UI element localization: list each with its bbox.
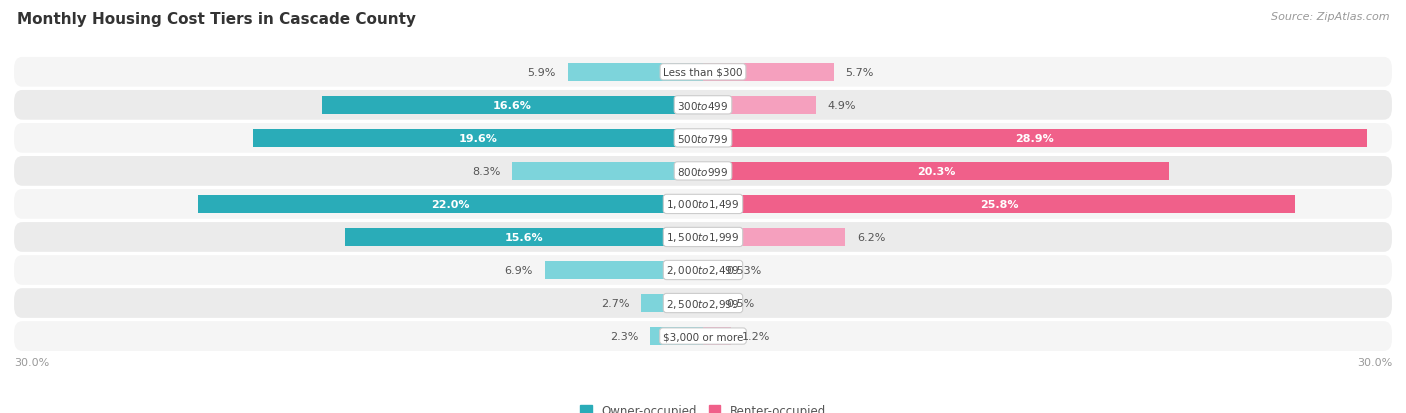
Bar [641,294,703,312]
Bar [703,228,845,247]
Bar [322,97,703,115]
Text: Source: ZipAtlas.com: Source: ZipAtlas.com [1271,12,1389,22]
Text: 0.5%: 0.5% [725,298,754,308]
Text: $1,500 to $1,999: $1,500 to $1,999 [666,231,740,244]
Bar [703,327,731,345]
Bar [568,64,703,82]
Bar [703,195,1295,214]
Text: 15.6%: 15.6% [505,233,543,242]
Text: 25.8%: 25.8% [980,199,1018,209]
FancyBboxPatch shape [14,288,1392,318]
Text: $800 to $999: $800 to $999 [678,166,728,178]
Text: 20.3%: 20.3% [917,166,955,176]
Bar [253,129,703,147]
Bar [703,64,834,82]
Bar [544,261,703,280]
Bar [198,195,703,214]
Legend: Owner-occupied, Renter-occupied: Owner-occupied, Renter-occupied [575,399,831,413]
Text: 30.0%: 30.0% [1357,357,1392,367]
Text: $3,000 or more: $3,000 or more [662,331,744,341]
FancyBboxPatch shape [14,124,1392,153]
Text: 6.9%: 6.9% [505,265,533,275]
Text: Less than $300: Less than $300 [664,68,742,78]
Text: 0.53%: 0.53% [727,265,762,275]
FancyBboxPatch shape [14,91,1392,121]
Text: $300 to $499: $300 to $499 [678,100,728,112]
Text: $2,500 to $2,999: $2,500 to $2,999 [666,297,740,310]
FancyBboxPatch shape [14,256,1392,285]
Text: $2,000 to $2,499: $2,000 to $2,499 [666,264,740,277]
Text: 4.9%: 4.9% [827,101,855,111]
FancyBboxPatch shape [14,58,1392,88]
Text: 6.2%: 6.2% [856,233,886,242]
Bar [703,162,1170,180]
Text: 28.9%: 28.9% [1015,133,1054,144]
Bar [703,261,716,280]
Text: 5.7%: 5.7% [845,68,873,78]
Text: 8.3%: 8.3% [472,166,501,176]
Bar [703,294,714,312]
Text: 1.2%: 1.2% [742,331,770,341]
Bar [703,129,1367,147]
FancyBboxPatch shape [14,190,1392,219]
Bar [703,97,815,115]
FancyBboxPatch shape [14,321,1392,351]
Text: 22.0%: 22.0% [432,199,470,209]
FancyBboxPatch shape [14,223,1392,252]
Text: 2.7%: 2.7% [600,298,630,308]
FancyBboxPatch shape [14,157,1392,186]
Bar [650,327,703,345]
Text: Monthly Housing Cost Tiers in Cascade County: Monthly Housing Cost Tiers in Cascade Co… [17,12,416,27]
Bar [512,162,703,180]
Text: 5.9%: 5.9% [527,68,555,78]
Text: 19.6%: 19.6% [458,133,498,144]
Text: 16.6%: 16.6% [494,101,531,111]
Text: 2.3%: 2.3% [610,331,638,341]
Bar [344,228,703,247]
Text: $500 to $799: $500 to $799 [678,133,728,145]
Text: 30.0%: 30.0% [14,357,49,367]
Text: $1,000 to $1,499: $1,000 to $1,499 [666,198,740,211]
